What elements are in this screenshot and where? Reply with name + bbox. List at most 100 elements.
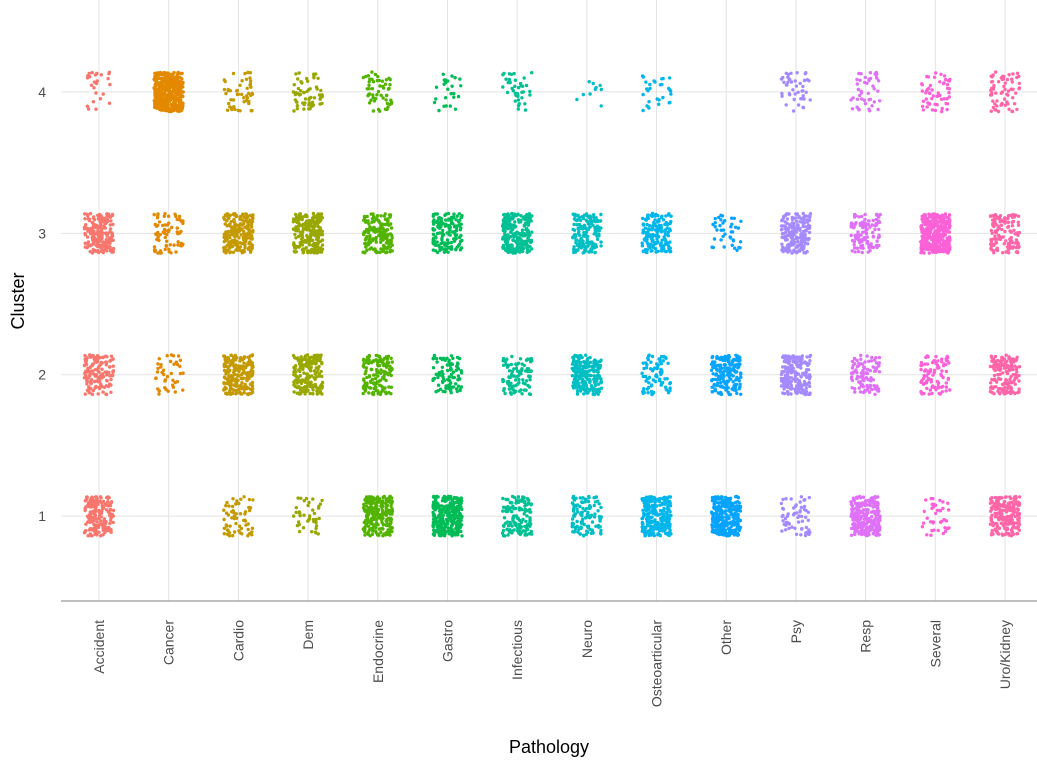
data-point bbox=[650, 392, 654, 396]
data-point bbox=[524, 379, 529, 383]
data-point bbox=[108, 241, 112, 245]
data-point bbox=[521, 378, 525, 382]
data-point bbox=[296, 234, 301, 239]
data-point bbox=[932, 368, 937, 372]
data-point bbox=[647, 381, 651, 385]
data-point bbox=[105, 360, 109, 365]
data-point bbox=[99, 230, 103, 234]
data-point bbox=[640, 529, 644, 533]
data-point bbox=[808, 359, 812, 363]
data-point bbox=[855, 501, 860, 506]
data-point bbox=[389, 510, 394, 514]
data-point bbox=[948, 388, 952, 392]
data-point bbox=[930, 360, 935, 365]
data-point bbox=[732, 521, 736, 526]
data-point bbox=[876, 507, 880, 511]
data-point bbox=[518, 523, 522, 527]
data-point bbox=[300, 359, 304, 363]
data-point bbox=[651, 497, 655, 501]
data-point bbox=[365, 510, 369, 514]
data-point bbox=[157, 220, 162, 224]
data-point bbox=[248, 249, 253, 253]
data-point bbox=[442, 497, 446, 501]
data-point bbox=[511, 518, 515, 522]
data-point bbox=[644, 379, 648, 383]
data-point bbox=[736, 519, 740, 523]
data-point bbox=[389, 226, 394, 230]
data-point bbox=[445, 363, 449, 367]
data-point bbox=[528, 374, 532, 379]
data-point bbox=[98, 510, 103, 514]
data-point bbox=[233, 358, 238, 362]
data-point bbox=[86, 387, 91, 392]
data-point bbox=[936, 528, 940, 533]
data-point bbox=[375, 214, 380, 218]
data-point bbox=[443, 510, 447, 514]
data-point bbox=[576, 383, 580, 387]
data-point bbox=[998, 496, 1003, 500]
data-point bbox=[641, 374, 645, 379]
data-point bbox=[515, 529, 520, 533]
data-point bbox=[510, 372, 514, 377]
data-point bbox=[377, 379, 381, 383]
data-point bbox=[526, 501, 531, 505]
data-point bbox=[439, 510, 443, 515]
data-point bbox=[665, 507, 670, 511]
data-point bbox=[989, 381, 993, 385]
data-point bbox=[319, 239, 323, 243]
data-point bbox=[87, 519, 91, 523]
data-point bbox=[599, 532, 603, 536]
data-point bbox=[92, 522, 96, 526]
data-point bbox=[795, 363, 799, 367]
data-point bbox=[454, 382, 458, 386]
data-point bbox=[723, 505, 728, 509]
data-point bbox=[588, 505, 592, 509]
data-point bbox=[502, 388, 506, 393]
data-point bbox=[445, 496, 450, 500]
data-point bbox=[369, 226, 373, 230]
data-point bbox=[434, 356, 439, 361]
grid-lines bbox=[61, 0, 1037, 601]
data-point bbox=[784, 497, 788, 501]
data-point bbox=[106, 504, 111, 508]
data-point bbox=[368, 501, 372, 506]
data-point bbox=[448, 513, 453, 518]
data-point bbox=[723, 363, 727, 367]
data-point bbox=[529, 503, 533, 507]
data-point bbox=[717, 374, 721, 378]
data-point bbox=[111, 508, 116, 513]
data-point bbox=[999, 367, 1003, 371]
data-point bbox=[855, 364, 860, 369]
data-point bbox=[650, 383, 654, 387]
data-point bbox=[599, 505, 603, 510]
data-point bbox=[226, 379, 230, 384]
data-point bbox=[520, 530, 524, 534]
data-point bbox=[377, 354, 381, 358]
data-point bbox=[455, 507, 459, 511]
data-point bbox=[181, 388, 185, 392]
data-point bbox=[320, 243, 325, 247]
data-point bbox=[364, 358, 368, 362]
data-point bbox=[647, 531, 651, 535]
data-point bbox=[390, 529, 394, 534]
data-point bbox=[383, 386, 387, 390]
data-point bbox=[877, 363, 881, 368]
data-point bbox=[291, 353, 296, 358]
data-point bbox=[385, 520, 389, 524]
data-point bbox=[312, 360, 316, 365]
data-point bbox=[995, 529, 999, 533]
data-point bbox=[525, 497, 530, 501]
data-point bbox=[294, 510, 298, 515]
data-point bbox=[376, 509, 380, 513]
data-point bbox=[381, 504, 385, 508]
data-point bbox=[90, 392, 95, 397]
data-point bbox=[927, 392, 931, 396]
data-point bbox=[155, 370, 160, 374]
data-point bbox=[642, 387, 646, 391]
data-point bbox=[782, 378, 787, 382]
data-point bbox=[1016, 503, 1020, 507]
data-point bbox=[250, 530, 254, 534]
data-point bbox=[226, 215, 230, 219]
data-point bbox=[251, 364, 255, 368]
data-point bbox=[157, 392, 161, 396]
